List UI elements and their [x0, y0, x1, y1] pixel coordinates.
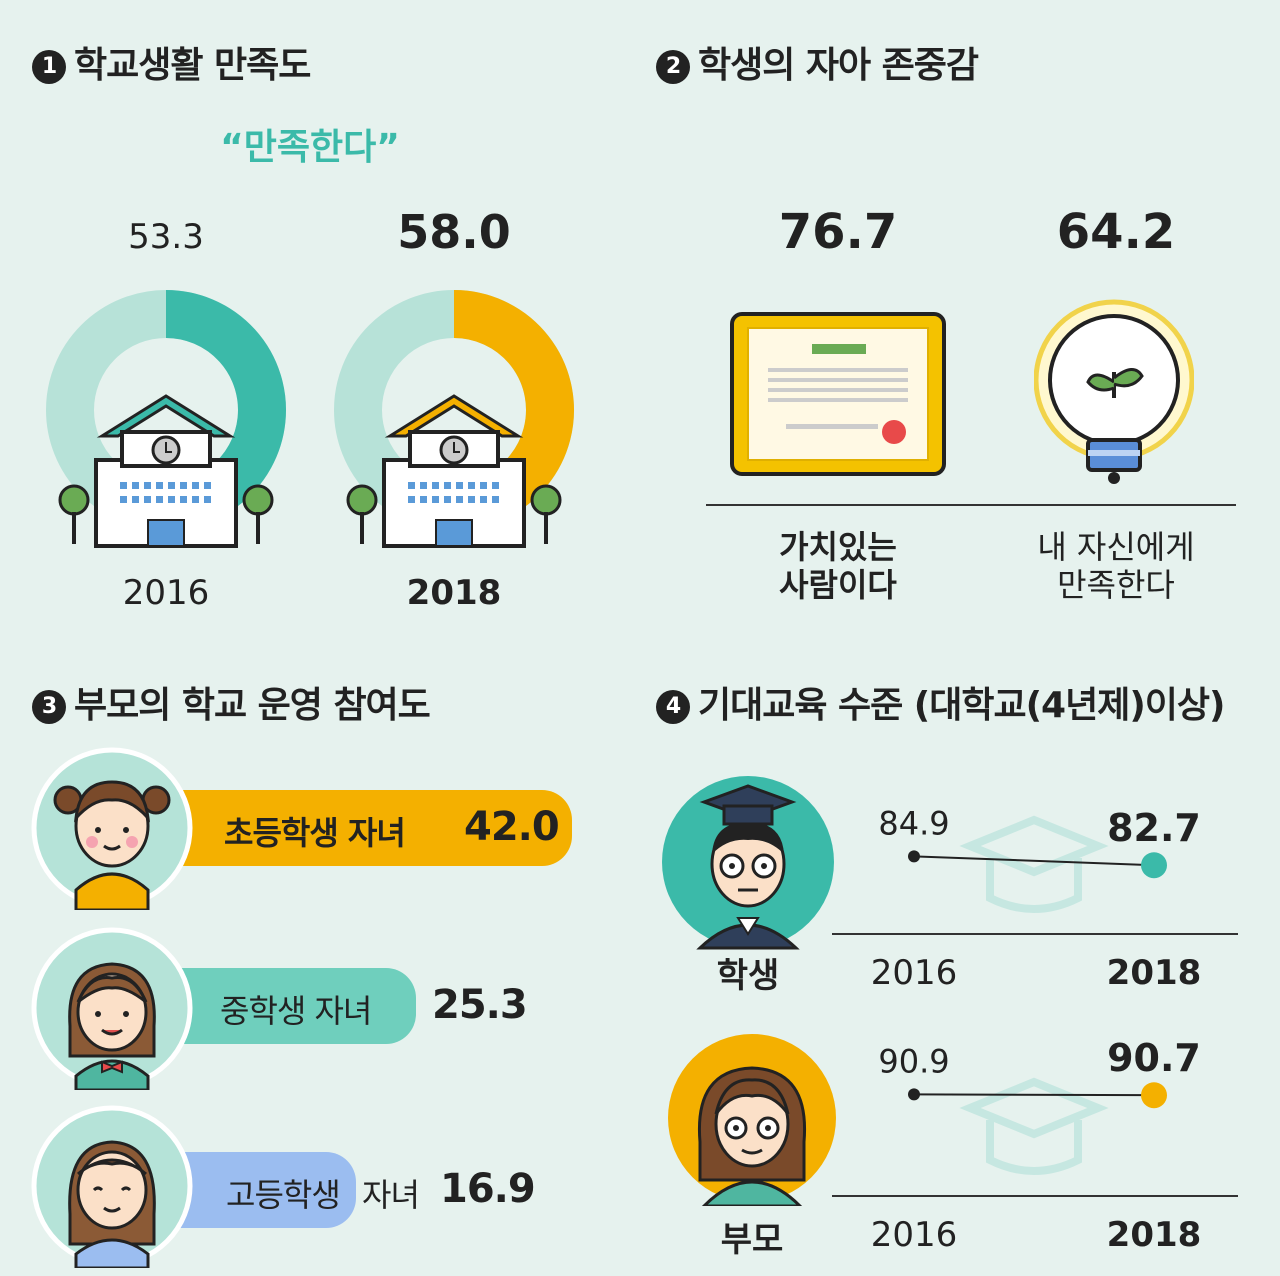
section3-title: 3 부모의 학교 운영 참여도 [32, 676, 431, 728]
section2-divider [706, 504, 1236, 506]
section2-label-1-line1: 가치있는 [779, 528, 897, 566]
certificate-icon [730, 312, 946, 476]
section3-badge: 3 [32, 690, 66, 724]
bar-high-label-suffix: 자녀 [362, 1176, 420, 1214]
section1-badge: 1 [32, 50, 66, 84]
parent-woman-icon [668, 1034, 836, 1206]
value-2018: 90.7 [1107, 1036, 1201, 1080]
section2-value-1: 76.7 [778, 204, 898, 260]
section4-title-text: 기대교육 수준 (대학교(4년제)이상) [698, 685, 1225, 726]
trend-line-학생 [913, 855, 1155, 867]
school-icon [346, 394, 562, 548]
year-2018: 2018 [1107, 953, 1202, 993]
section2-badge: 2 [656, 50, 690, 84]
section2-label-1: 가치있는 사람이다 [738, 528, 938, 604]
point-2018 [1141, 852, 1167, 879]
value-2016: 84.9 [878, 804, 949, 842]
bar-elementary-label: 초등학생 자녀 [224, 814, 406, 852]
graduate-student-icon [662, 776, 834, 950]
section2-label-2-line1: 내 자신에게 [1037, 528, 1195, 566]
bar-middle [160, 968, 416, 1044]
section2-label-1-line2: 사람이다 [779, 566, 897, 604]
trend-line-부모 [913, 1093, 1155, 1097]
value-2016: 90.9 [878, 1042, 949, 1080]
bar-high-value: 16.9 [440, 1166, 536, 1212]
point-2016 [908, 850, 920, 863]
section4-line-charts: 84.9 82.7 2016 2018 90.9 90.7 2016 2018 [832, 804, 1238, 1255]
year-2018: 2018 [1107, 1215, 1202, 1255]
year-2016: 2016 [871, 953, 958, 993]
bar-high-label: 고등학생 [226, 1176, 341, 1214]
section4-title: 4 기대교육 수준 (대학교(4년제)이상) [656, 676, 1225, 728]
section2-title-text: 학생의 자아 존중감 [698, 45, 979, 86]
parent-label: 부모 [720, 1220, 784, 1260]
student-label: 학생 [716, 956, 780, 996]
school-icon [58, 394, 274, 548]
section1-title-text: 학교생활 만족도 [74, 45, 311, 86]
bar-middle-value: 25.3 [432, 982, 528, 1028]
graduation-cap-icon [959, 815, 1109, 913]
section2-label-2: 내 자신에게 만족한다 [1002, 528, 1230, 604]
point-2018 [1141, 1082, 1167, 1109]
point-2016 [908, 1088, 920, 1101]
lightbulb-sprout-icon [1034, 299, 1194, 484]
section1-title: 1 학교생활 만족도 [32, 36, 311, 88]
bar-elementary [160, 790, 572, 866]
donut-year-2016: 2016 [123, 573, 210, 613]
year-2016: 2016 [871, 1215, 958, 1255]
bar-elementary-value: 42.0 [464, 804, 560, 850]
elementary-girl-icon [31, 747, 193, 910]
section3-title-text: 부모의 학교 운영 참여도 [74, 685, 431, 726]
section4-badge: 4 [656, 690, 690, 724]
middle-school-girl-icon [31, 927, 193, 1090]
bar-middle-label: 중학생 자녀 [220, 992, 372, 1030]
bar-high [160, 1152, 356, 1228]
section2-title: 2 학생의 자아 존중감 [656, 36, 979, 88]
section1-donut-chart: 53.3 2016 58.0 2018 [46, 205, 574, 613]
value-2018: 82.7 [1107, 806, 1201, 850]
section1-subtitle: “만족한다” [220, 127, 400, 168]
section2-value-2: 64.2 [1056, 204, 1176, 260]
donut-value-2018: 58.0 [397, 205, 511, 259]
graduation-cap-icon [959, 1077, 1109, 1175]
high-school-girl-icon [31, 1105, 193, 1268]
donut-year-2018: 2018 [407, 573, 502, 613]
donut-value-2016: 53.3 [128, 217, 204, 257]
section2-label-2-line2: 만족한다 [1057, 566, 1175, 604]
